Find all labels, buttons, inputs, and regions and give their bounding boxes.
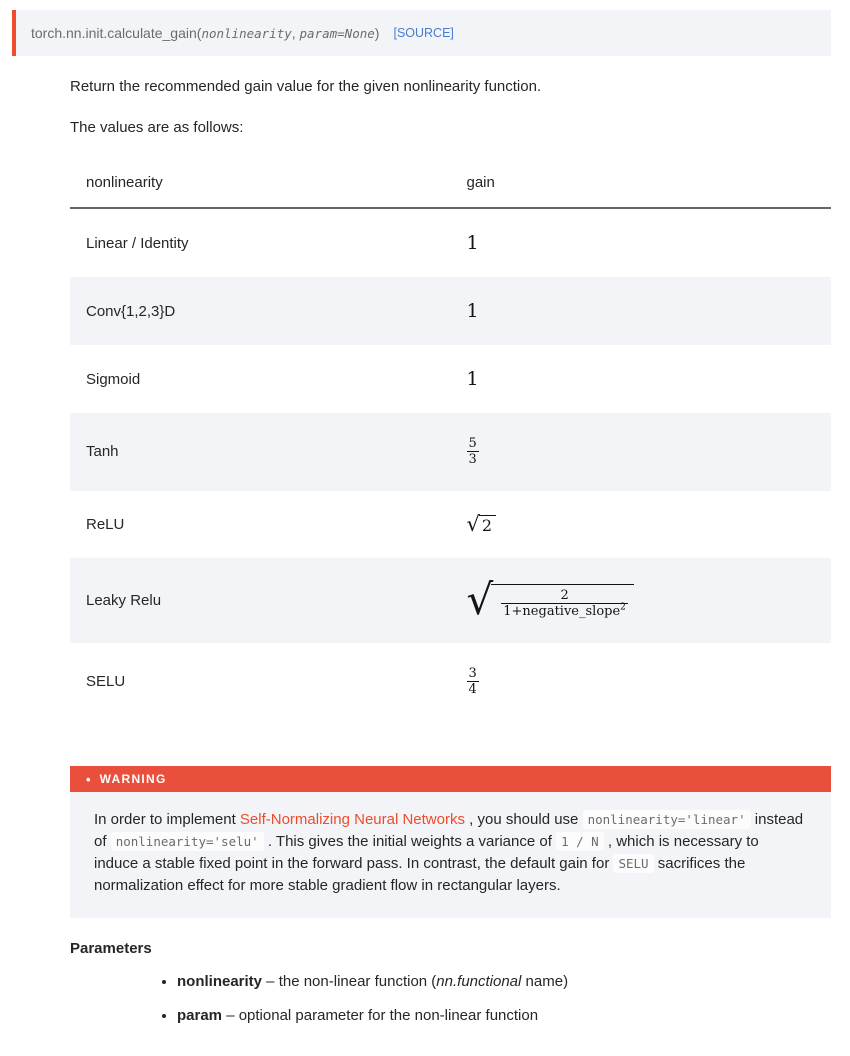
warning-title-label: WARNING <box>99 772 167 787</box>
nonlinearity-cell: Sigmoid <box>86 370 141 388</box>
parameter-item: param – optional parameter for the non-l… <box>177 1006 831 1026</box>
fraction-denominator: 4 <box>466 681 479 698</box>
column-header-gain: gain <box>450 157 831 209</box>
gain-sqrt-fraction: √ 2 1+negative_slope2 <box>466 575 634 625</box>
gain-table: nonlinearity gain Linear / Identity 1 Conv… <box>70 157 831 720</box>
parameter-name: nonlinearity <box>177 973 263 991</box>
bullet-icon: • <box>86 771 91 787</box>
gain-sqrt: √ 2 <box>466 511 497 536</box>
nonlinearity-cell: SELU <box>86 673 126 691</box>
text-segment: , which is necessary to induce a stable … <box>94 833 759 873</box>
code-span: nonlinearity='linear' <box>582 810 751 830</box>
text-segment: – the non-linear function ( <box>262 973 437 991</box>
description-paragraph: Return the recommended gain value for th… <box>70 78 542 95</box>
gain-cell: √ 2 1+negative_slope2 <box>451 558 832 643</box>
warning-admonition: • WARNING In order to implement Self-Nor… <box>70 766 831 919</box>
signature-separator: , <box>291 25 300 41</box>
parameters-section: Parameters nonlinearity – the non-linear… <box>70 940 831 1026</box>
gain-cell: 1 <box>451 277 832 345</box>
warning-title-bar: • WARNING <box>70 766 831 793</box>
table-row: SELU 3 4 <box>70 643 831 721</box>
table-row: Sigmoid 1 <box>70 345 831 413</box>
gain-fraction: 2 1+negative_slope2 <box>501 588 628 620</box>
signature-param-default: param=None <box>299 26 375 41</box>
code-span: SELU <box>613 854 654 874</box>
signature-close-paren: ) <box>374 25 380 41</box>
fraction-denominator: 3 <box>466 451 479 468</box>
signature-prefix: torch.nn.init.calculate_gain( <box>31 25 202 41</box>
nonlinearity-cell: Tanh <box>86 443 119 461</box>
function-signature: torch.nn.init.calculate_gain(nonlinearit… <box>12 10 831 56</box>
radicand: 2 1+negative_slope2 <box>491 584 634 620</box>
table-header-row: nonlinearity gain <box>70 157 831 209</box>
nonlinearity-cell: ReLU <box>86 515 125 533</box>
gain-value: 1 <box>466 232 479 254</box>
nonlinearity-cell: Leaky Relu <box>86 591 162 609</box>
parameters-heading: Parameters <box>70 940 152 958</box>
parameter-name: param <box>177 1007 223 1025</box>
table-row: Linear / Identity 1 <box>70 208 831 277</box>
parameters-list: nonlinearity – the non-linear function (… <box>70 972 831 1026</box>
text-segment: , you should use <box>464 811 583 829</box>
doc-content: Return the recommended gain value for th… <box>70 76 831 1026</box>
radicand: 2 <box>478 514 497 535</box>
gain-value: 1 <box>466 300 479 322</box>
table-row: ReLU √ 2 <box>70 491 831 558</box>
source-link[interactable]: [SOURCE] <box>393 26 454 40</box>
gain-cell: √ 2 <box>451 491 832 558</box>
text-segment: name) <box>521 973 569 991</box>
signature-text: torch.nn.init.calculate_gain(nonlinearit… <box>31 25 379 41</box>
code-span: nonlinearity='selu' <box>110 832 264 852</box>
nonlinearity-cell: Conv{1,2,3}D <box>86 302 176 320</box>
fraction-numerator: 3 <box>468 665 477 681</box>
fraction-numerator: 2 <box>560 588 569 604</box>
fraction-numerator: 5 <box>468 436 477 451</box>
code-span: 1 / N <box>556 832 604 852</box>
fraction-denominator: 1+negative_slope2 <box>501 603 628 620</box>
gain-cell: 1 <box>451 345 832 413</box>
italic-text: nn.functional <box>436 973 522 991</box>
warning-body: In order to implement Self-Normalizing N… <box>70 792 831 919</box>
gain-value: 1 <box>466 368 479 390</box>
text-segment: – optional parameter for the non-linear … <box>222 1007 539 1025</box>
table-row: Leaky Relu √ 2 1+negative_slope2 <box>70 558 831 643</box>
text-segment: . This gives the initial weights a varia… <box>263 833 557 851</box>
nonlinearity-cell: Linear / Identity <box>86 234 189 252</box>
parameter-item: nonlinearity – the non-linear function (… <box>177 972 831 992</box>
snn-link[interactable]: Self-Normalizing Neural Networks <box>239 811 465 829</box>
column-header-nonlinearity: nonlinearity <box>70 157 451 209</box>
radical-sign: √ <box>466 511 480 536</box>
values-intro-paragraph: The values are as follows: <box>70 119 244 136</box>
table-row: Tanh 5 3 <box>70 413 831 491</box>
signature-param-nonlinearity: nonlinearity <box>201 26 292 41</box>
text-segment: instead of <box>94 811 804 851</box>
gain-cell: 1 <box>451 208 832 277</box>
text-segment: sacrifices the normalization effect for … <box>94 855 746 895</box>
table-row: Conv{1,2,3}D 1 <box>70 277 831 345</box>
radical-sign: √ <box>466 575 494 625</box>
text-segment: In order to implement <box>94 811 240 829</box>
